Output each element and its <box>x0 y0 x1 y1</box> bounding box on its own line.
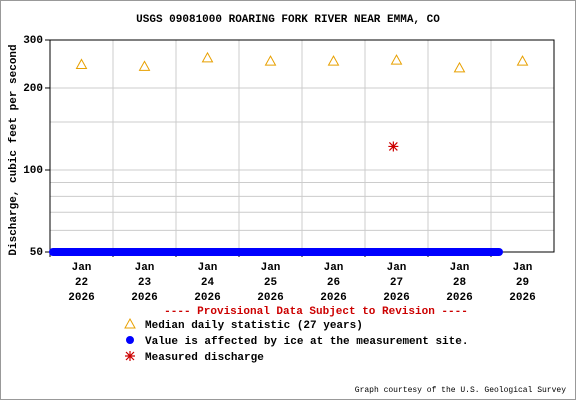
x-tick-label: 2026 <box>383 292 409 304</box>
x-tick-label: 2026 <box>509 292 535 304</box>
x-tick-label: 2026 <box>320 292 346 304</box>
x-tick-label: 24 <box>201 277 215 289</box>
median-marker <box>327 55 340 66</box>
x-tick-label: Jan <box>72 262 92 274</box>
x-tick-label: Jan <box>324 262 344 274</box>
median-marker <box>390 54 403 65</box>
legend-label: Value is affected by ice at the measurem… <box>145 336 468 348</box>
median-marker <box>264 55 277 66</box>
median-marker <box>75 58 88 69</box>
median-marker <box>453 61 466 73</box>
x-tick-label: 25 <box>264 277 278 289</box>
x-tick-label: 2026 <box>68 292 94 304</box>
x-tick-label: Jan <box>450 262 470 274</box>
median-marker <box>138 60 151 71</box>
chart-title: USGS 09081000 ROARING FORK RIVER NEAR EM… <box>136 14 440 26</box>
credit: Graph courtesy of the U.S. Geological Su… <box>355 386 566 395</box>
x-tick-label: Jan <box>198 262 218 274</box>
measured-marker <box>388 141 399 152</box>
y-tick-label: 300 <box>23 35 43 47</box>
x-tick-label: 27 <box>390 277 403 289</box>
x-tick-label: 23 <box>138 277 152 289</box>
legend-symbol <box>126 336 134 344</box>
x-tick-label: 26 <box>327 277 340 289</box>
x-tick-label: 2026 <box>257 292 283 304</box>
y-axis-label: Discharge, cubic feet per second <box>8 44 20 255</box>
x-tick-label: 2026 <box>446 292 472 304</box>
x-tick-label: Jan <box>513 262 533 274</box>
legend-title: ---- Provisional Data Subject to Revisio… <box>164 306 468 318</box>
median-marker <box>201 51 214 63</box>
y-tick-label: 50 <box>30 247 43 259</box>
x-tick-label: 2026 <box>194 292 220 304</box>
median-marker <box>516 55 529 66</box>
x-tick-label: 22 <box>75 277 88 289</box>
y-tick-label: 100 <box>23 165 43 177</box>
x-tick-label: Jan <box>261 262 281 274</box>
legend-symbol <box>125 351 135 361</box>
legend-label: Measured discharge <box>145 352 264 364</box>
x-tick-label: 28 <box>453 277 467 289</box>
x-tick-label: Jan <box>387 262 407 274</box>
x-tick-label: 2026 <box>131 292 157 304</box>
x-tick-label: Jan <box>135 262 155 274</box>
legend-symbol <box>124 317 136 329</box>
legend-label: Median daily statistic (27 years) <box>145 320 363 332</box>
y-tick-label: 200 <box>23 83 43 95</box>
x-tick-label: 29 <box>516 277 529 289</box>
